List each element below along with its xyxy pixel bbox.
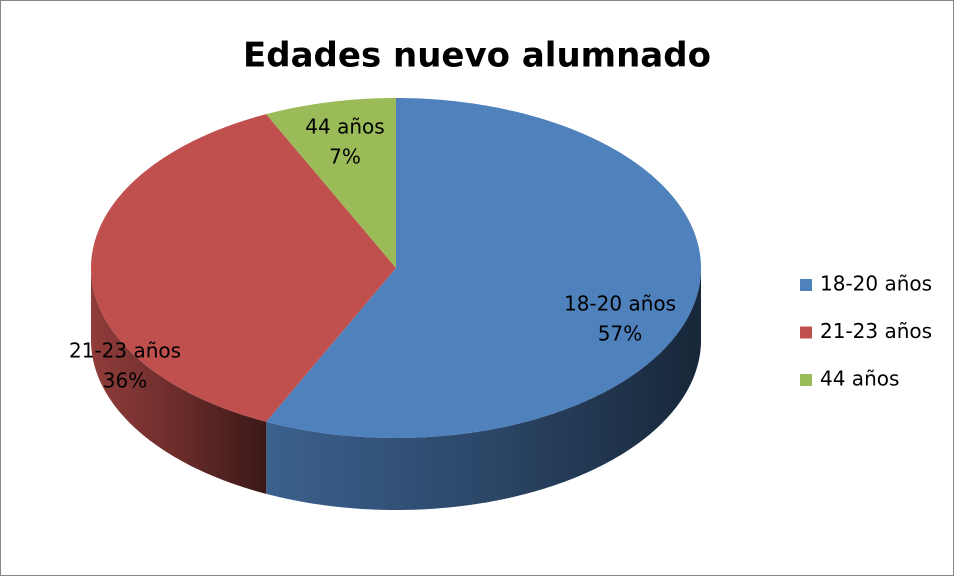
- legend-swatch: [800, 326, 812, 339]
- legend-swatch: [800, 279, 812, 291]
- data-label-value: 36%: [103, 369, 147, 393]
- slice: [91, 114, 396, 422]
- legend-label: 44 años: [820, 367, 899, 391]
- data-label-category: 18-20 años: [564, 292, 676, 316]
- slice: [266, 98, 701, 438]
- chart-title: Edades nuevo alumnado: [243, 36, 711, 76]
- data-label-category: 44 años: [305, 115, 384, 139]
- slice-side-shade: [91, 268, 267, 494]
- data-label-value: 57%: [598, 322, 642, 346]
- slice: [266, 98, 396, 268]
- legend-swatch: [800, 374, 812, 386]
- data-label-category: 21-23 años: [69, 339, 181, 363]
- legend-label: 18-20 años: [820, 272, 932, 296]
- data-label-value: 7%: [329, 145, 361, 169]
- slice-side-shade: [266, 268, 701, 510]
- legend-label: 21-23 años: [820, 319, 932, 343]
